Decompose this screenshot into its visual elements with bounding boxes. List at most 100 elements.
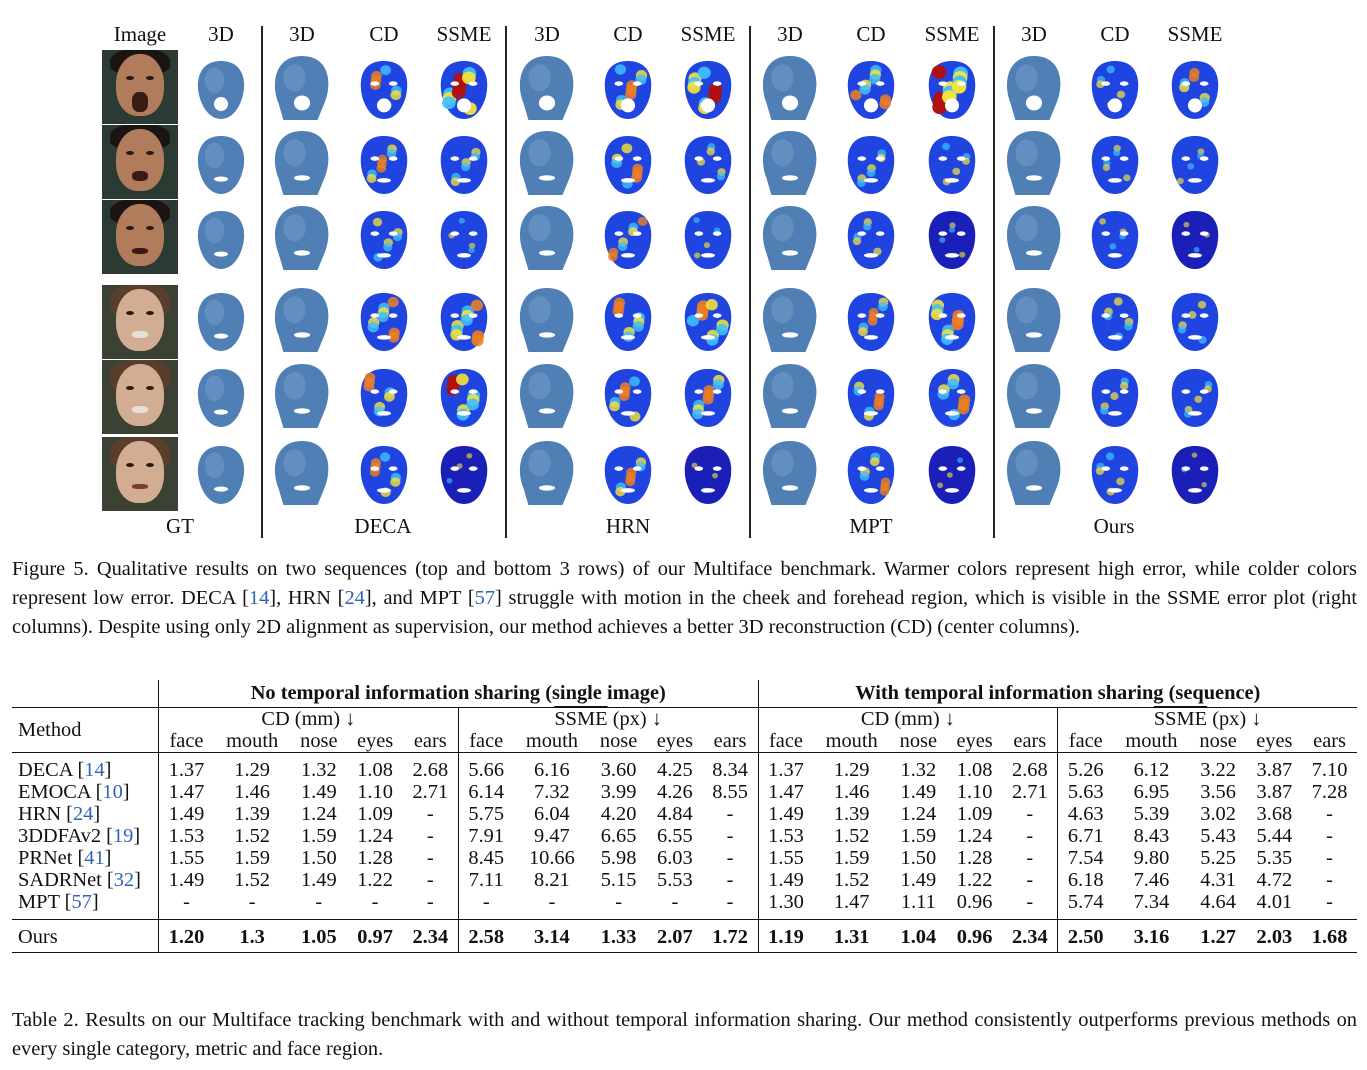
table-cell: 8.45 [457,847,514,869]
table-cell: 1.53 [157,825,214,847]
method-header: Method [12,707,159,753]
deca-reconstruction-row-3 [274,206,329,270]
citation-link[interactable]: 57 [71,891,92,913]
table-cell: 6.71 [1057,825,1114,847]
citation-link[interactable]: 14 [84,759,105,781]
method-name-text: PRNet [ [18,847,85,869]
input-photo [102,200,178,274]
mpt-reconstruction-row-1 [762,56,817,120]
ours-ssme-error-map-row-3 [1171,211,1219,269]
hrn-reconstruction-row-4 [519,288,574,352]
method-name-bracket: ] [133,825,141,847]
group-label-gt: GT [166,514,194,538]
hrn-ssme-error-map-row-4 [684,293,732,351]
table-cell: 1.32 [300,759,337,781]
group-label-deca: DECA [354,514,412,538]
table-cell: 1.59 [300,825,337,847]
table-cell: 1.49 [300,781,337,803]
deca-ssme-error-map-row-3 [440,211,488,269]
mpt-reconstruction-row-2 [762,131,817,195]
table-cell-best: 3.14 [513,919,591,953]
table-cell-best: 1.3 [213,919,291,953]
citation-link[interactable]: 24 [344,587,365,609]
separator-hrn-mpt [749,26,751,538]
region-header-cd: face [757,730,814,753]
method-name-bracket: ] [104,847,112,869]
hrn-cd-error-map-row-3 [604,211,652,269]
table-cell: 7.54 [1057,847,1114,869]
table-cell: 4.20 [600,803,637,825]
group-header-single: No temporal information sharing (single … [158,680,759,708]
table-cell: 5.15 [600,869,637,891]
ssme-header: SSME (px) ↓ [457,707,759,730]
region-header-ssme: eyes [1246,730,1303,753]
table-cell: 1.37 [757,752,814,781]
citation-link[interactable]: 32 [113,869,135,891]
method-name-text: MPT [ [18,891,72,913]
citation-link[interactable]: 14 [248,587,270,609]
citation-link[interactable]: 19 [112,825,134,847]
mpt-ssme-error-map-row-4 [928,293,976,351]
method-name: DECA [14] [12,753,159,781]
table-cell-best: 2.07 [647,919,703,953]
col-header-mpt-cd: CD [856,22,886,46]
table-cell: 1.49 [900,781,937,803]
table-cell: 8.55 [712,781,748,803]
method-name-bracket: ] [122,781,130,803]
ours-ssme-error-map-row-5 [1171,369,1219,427]
col-header-deca-ssme: SSME [436,22,492,46]
citation-link[interactable]: 24 [72,803,94,825]
region-header-cd: face [157,730,214,753]
table-cell: 1.08 [956,759,993,781]
col-header-hrn-3d: 3D [534,22,560,46]
table-cell: 1.11 [889,891,947,920]
table-cell: - [1326,803,1333,825]
table-cell: - [426,869,434,891]
region-header-cd: ears [1002,730,1058,753]
figure-caption-prefix: Figure 5. [12,558,89,580]
mpt-reconstruction-row-4 [762,288,817,352]
table-cell: 6.16 [534,759,570,781]
table-group-header-row: No temporal information sharing (single … [12,680,1357,708]
table-row: DECA [14] 1.37 1.29 1.32 1.08 2.68 5.66 6.16 3.6… [12,752,1357,781]
citation-link[interactable]: 10 [102,781,123,803]
table-cell-best: 1.04 [889,919,947,953]
mpt-cd-error-map-row-3 [847,211,895,269]
col-header-deca-3d: 3D [289,22,315,46]
deca-cd-error-map-row-1 [360,61,408,119]
deca-ssme-error-map-row-4 [440,293,488,351]
table-cell: 5.66 [457,752,514,781]
citation-link[interactable]: 41 [84,847,105,869]
table-row: MPT [57] - - - - - - - - - -1.30 1.47 1.11 0.96-5.74 7… [12,891,1357,920]
table-cell: 1.24 [956,825,993,847]
ours-cd-error-map-row-6 [1091,446,1139,504]
table-cell: 5.39 [1133,803,1170,825]
region-header-cd: eyes [347,730,403,753]
table-cell: 7.11 [457,869,514,891]
table-cell: 9.80 [1133,847,1170,869]
table-cell: 1.22 [357,869,393,891]
table-cell: 1.29 [234,759,270,781]
hrn-ssme-error-map-row-1 [684,61,732,119]
group-label-mpt: MPT [849,514,893,538]
ours-cd-error-map-row-1 [1091,61,1139,119]
table-cell: 1.39 [833,803,870,825]
citation-link[interactable]: 57 [474,587,496,609]
figure-caption-text: ], HRN [ [269,587,345,609]
table-cell: 9.47 [534,825,570,847]
method-name-text: EMOCA [ [18,781,103,803]
table-cell: 1.28 [357,847,393,869]
table-cell: 1.49 [757,869,814,891]
table-cell: - [647,891,703,920]
table-cell: - [1026,869,1034,891]
mpt-ssme-error-map-row-3 [928,211,976,269]
table-cell: 2.68 [412,759,449,781]
method-name: 3DDFAv2 [19] [12,825,159,847]
hrn-reconstruction-row-1 [519,56,574,120]
mpt-reconstruction-row-6 [762,441,817,505]
cd-header: CD (mm) ↓ [757,707,1058,730]
region-header-ssme: mouth [513,730,591,753]
deca-reconstruction-row-6 [274,441,329,505]
table-cell: 5.75 [457,803,514,825]
figure-caption: Figure 5. Qualitative results on two seq… [12,555,1357,642]
